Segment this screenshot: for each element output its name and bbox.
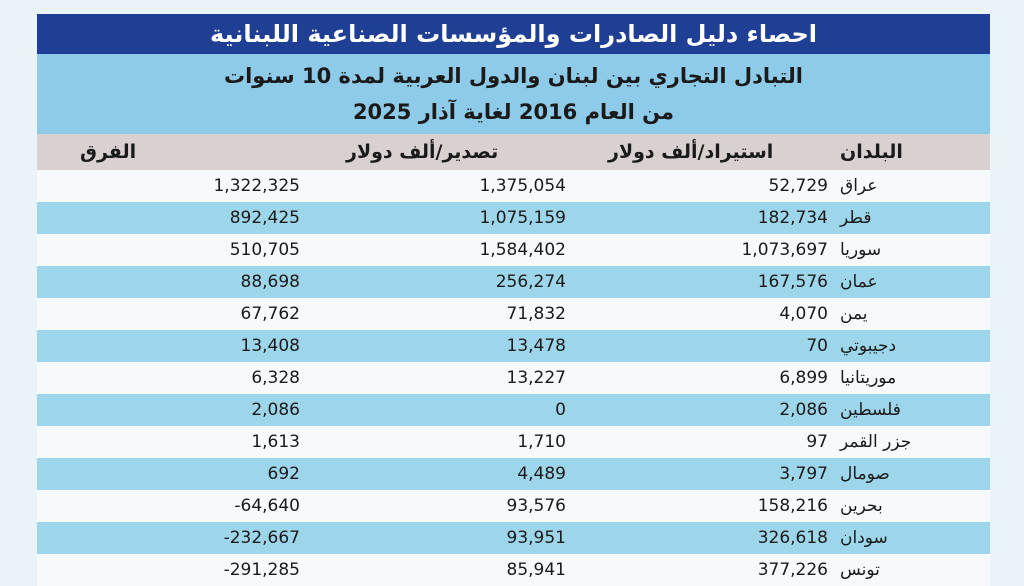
cell-import: 6,899 (779, 368, 828, 388)
cell-country: دجيبوتي (840, 336, 897, 356)
table-row: قطر 182,734 1,075,159 892,425 (37, 202, 990, 234)
cell-diff: 13,408 (240, 336, 300, 356)
cell-country: صومال (840, 464, 890, 484)
cell-country: عمان (840, 272, 878, 292)
table-row: سودان 326,618 93,951 -232,667 (37, 522, 990, 554)
table-row: موريتانيا 6,899 13,227 6,328 (37, 362, 990, 394)
table-row: دجيبوتي 70 13,478 13,408 (37, 330, 990, 362)
cell-import: 97 (806, 432, 828, 452)
cell-import: 70 (806, 336, 828, 356)
cell-export: 13,478 (506, 336, 566, 356)
cell-export: 0 (555, 400, 566, 420)
cell-diff: 510,705 (229, 240, 300, 260)
cell-import: 3,797 (779, 464, 828, 484)
cell-country: فلسطين (840, 400, 901, 420)
cell-country: بحرين (840, 496, 883, 516)
cell-diff: 692 (267, 464, 300, 484)
trade-table: احصاء دليل الصادرات والمؤسسات الصناعية ا… (37, 14, 990, 586)
cell-import: 2,086 (779, 400, 828, 420)
cell-export: 1,375,054 (479, 176, 566, 196)
cell-import: 377,226 (757, 560, 828, 580)
cell-country: جزر القمر (840, 432, 912, 452)
cell-export: 71,832 (506, 304, 566, 324)
cell-diff: 1,613 (251, 432, 300, 452)
cell-import: 326,618 (757, 528, 828, 548)
cell-diff: 892,425 (229, 208, 300, 228)
cell-import: 1,073,697 (741, 240, 828, 260)
cell-export: 4,489 (517, 464, 566, 484)
cell-export: 1,710 (517, 432, 566, 452)
cell-import: 167,576 (757, 272, 828, 292)
header-country: البلدان (840, 141, 903, 163)
table-row: صومال 3,797 4,489 692 (37, 458, 990, 490)
cell-country: قطر (840, 208, 872, 228)
cell-diff: -64,640 (234, 496, 300, 516)
cell-diff: 2,086 (251, 400, 300, 420)
cell-export: 1,075,159 (479, 208, 566, 228)
header-export: تصدير/ألف دولار (346, 141, 499, 163)
cell-country: سودان (840, 528, 888, 548)
table-subtitle: التبادل التجاري بين لبنان والدول العربية… (37, 54, 990, 134)
cell-diff: -232,667 (223, 528, 300, 548)
cell-country: موريتانيا (840, 368, 897, 388)
cell-country: يمن (840, 304, 868, 324)
cell-export: 256,274 (495, 272, 566, 292)
cell-country: تونس (840, 560, 880, 580)
table-row: فلسطين 2,086 0 2,086 (37, 394, 990, 426)
cell-export: 93,576 (506, 496, 566, 516)
cell-import: 52,729 (768, 176, 828, 196)
table-row: سوريا 1,073,697 1,584,402 510,705 (37, 234, 990, 266)
cell-diff: -291,285 (223, 560, 300, 580)
cell-export: 93,951 (506, 528, 566, 548)
cell-export: 1,584,402 (479, 240, 566, 260)
cell-country: عراق (840, 176, 878, 196)
table-row: يمن 4,070 71,832 67,762 (37, 298, 990, 330)
subtitle-line-2: من العام 2016 لغاية آذار 2025 (352, 100, 675, 124)
cell-diff: 1,322,325 (213, 176, 300, 196)
cell-export: 13,227 (506, 368, 566, 388)
cell-export: 85,941 (506, 560, 566, 580)
table-row: بحرين 158,216 93,576 -64,640 (37, 490, 990, 522)
cell-diff: 67,762 (240, 304, 300, 324)
cell-import: 4,070 (779, 304, 828, 324)
cell-import: 158,216 (757, 496, 828, 516)
subtitle-line-1: التبادل التجاري بين لبنان والدول العربية… (224, 64, 803, 88)
table-row: تونس 377,226 85,941 -291,285 (37, 554, 990, 586)
header-row: البلدان استيراد/ألف دولار تصدير/ألف دولا… (37, 134, 990, 170)
cell-import: 182,734 (757, 208, 828, 228)
header-import: استيراد/ألف دولار (608, 141, 774, 163)
header-diff: الفرق (80, 141, 137, 163)
cell-country: سوريا (840, 240, 882, 260)
table-row: جزر القمر 97 1,710 1,613 (37, 426, 990, 458)
table-title: احصاء دليل الصادرات والمؤسسات الصناعية ا… (37, 14, 990, 54)
cell-diff: 6,328 (251, 368, 300, 388)
table-body: عراق 52,729 1,375,054 1,322,325 قطر 182,734 1,… (37, 170, 990, 586)
cell-diff: 88,698 (240, 272, 300, 292)
table-row: عمان 167,576 256,274 88,698 (37, 266, 990, 298)
table-row: عراق 52,729 1,375,054 1,322,325 (37, 170, 990, 202)
